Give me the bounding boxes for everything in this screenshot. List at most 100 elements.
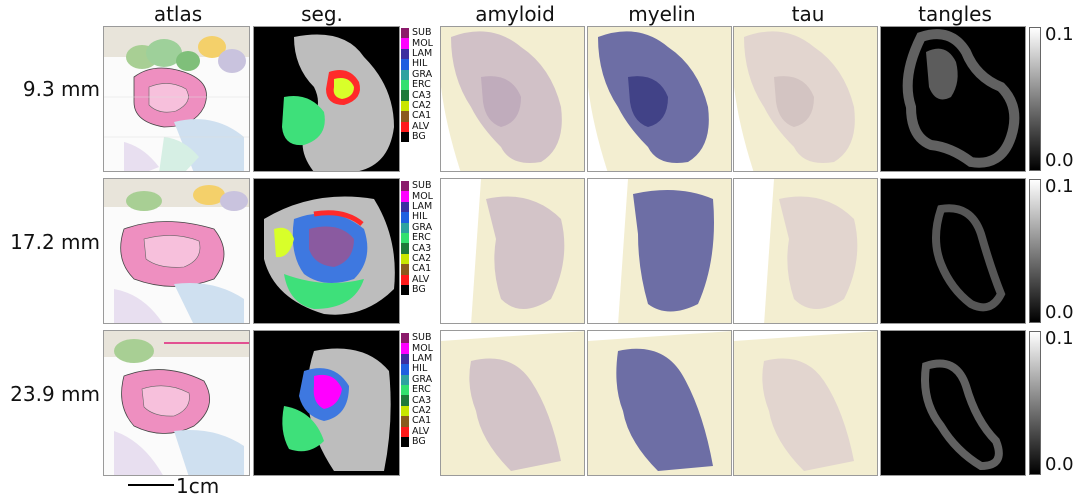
seg-legend-row2: SUB MOL LAM HIL GRA ERC CA3 CA2 CA1 ALV … (401, 181, 449, 296)
legend-swatch-ca1-1 (401, 111, 409, 122)
legend-swatch-erc-1 (401, 79, 409, 91)
legend-swatch-ca2-3 (401, 405, 409, 417)
seg-panel-row1 (253, 26, 400, 172)
legend-item: ALV (401, 121, 449, 132)
legend-item: GRA (401, 222, 449, 233)
column-title-atlas: atlas (153, 2, 203, 26)
legend-swatch-mol-1 (401, 38, 409, 49)
legend-item: ERC (401, 232, 449, 244)
legend-swatch-mol-3 (401, 343, 409, 354)
myelin-panel-row1 (587, 26, 732, 172)
legend-swatch-alv-2 (401, 274, 409, 285)
legend-item: GRA (401, 374, 449, 385)
legend-swatch-lam-1 (401, 48, 409, 60)
colorbar-max-label-row1: 0.1 (1045, 24, 1074, 45)
legend-item: BG (401, 284, 449, 296)
legend-swatch-sub-2 (401, 181, 409, 192)
legend-item: CA3 (401, 90, 449, 101)
atlas-panel-row2 (103, 178, 250, 324)
legend-item: GRA (401, 69, 449, 80)
seg-panel-row3 (253, 330, 400, 476)
legend-swatch-gra-2 (401, 222, 409, 233)
legend-item: CA2 (401, 100, 449, 112)
column-title-tau: tau (791, 2, 825, 26)
legend-swatch-erc-3 (401, 384, 409, 396)
legend-swatch-sub-1 (401, 28, 409, 39)
legend-item: CA3 (401, 243, 449, 254)
legend-swatch-ca3-3 (401, 395, 409, 406)
legend-item: ERC (401, 79, 449, 91)
tangles-panel-row3 (880, 330, 1026, 476)
legend-swatch-gra-3 (401, 374, 409, 385)
myelin-panel-row3 (587, 330, 732, 476)
column-title-amyloid: amyloid (475, 2, 555, 26)
legend-swatch-lam-2 (401, 201, 409, 213)
amyloid-panel-row2 (440, 178, 585, 324)
colorbar-min-label-row1: 0.0 (1045, 150, 1074, 171)
legend-swatch-ca1-3 (401, 416, 409, 427)
legend-item: SUB (401, 181, 449, 192)
amyloid-panel-row3 (440, 330, 585, 476)
legend-swatch-sub-3 (401, 333, 409, 344)
legend-item: CA1 (401, 416, 449, 427)
colorbar-row2 (1029, 179, 1041, 323)
colorbar-row1 (1029, 27, 1041, 171)
legend-swatch-hil-3 (401, 364, 409, 375)
seg-legend-row3: SUB MOL LAM HIL GRA ERC CA3 CA2 CA1 ALV … (401, 333, 449, 448)
legend-item: CA2 (401, 253, 449, 265)
atlas-panel-row3 (103, 330, 250, 476)
legend-item: BG (401, 436, 449, 448)
legend-item: HIL (401, 212, 449, 223)
legend-item: MOL (401, 38, 449, 49)
colorbar-max-label-row2: 0.1 (1045, 176, 1074, 197)
tau-panel-row2 (733, 178, 878, 324)
legend-swatch-alv-3 (401, 426, 409, 437)
legend-swatch-ca2-2 (401, 253, 409, 265)
colorbar-min-label-row3: 0.0 (1045, 454, 1074, 475)
legend-swatch-gra-1 (401, 69, 409, 80)
legend-item: HIL (401, 59, 449, 70)
tau-panel-row3 (733, 330, 878, 476)
legend-item: SUB (401, 333, 449, 344)
legend-swatch-ca1-2 (401, 264, 409, 275)
legend-item: LAM (401, 353, 449, 365)
scale-bar-label: 1cm (176, 474, 220, 498)
legend-item: MOL (401, 343, 449, 354)
legend-item: CA1 (401, 264, 449, 275)
seg-legend-row1: SUB MOL LAM HIL GRA ERC CA3 CA2 CA1 ALV … (401, 28, 449, 143)
legend-item: CA1 (401, 111, 449, 122)
legend-item: HIL (401, 364, 449, 375)
legend-swatch-mol-2 (401, 191, 409, 202)
row-label-3: 23.9 mm (10, 382, 100, 406)
legend-item: MOL (401, 191, 449, 202)
column-title-tangles: tangles (918, 2, 992, 26)
myelin-panel-row2 (587, 178, 732, 324)
amyloid-panel-row1 (440, 26, 585, 172)
legend-item: LAM (401, 48, 449, 60)
colorbar-row3 (1029, 331, 1041, 475)
colorbar-max-label-row3: 0.1 (1045, 328, 1074, 349)
legend-swatch-bg-3 (401, 436, 409, 448)
row-label-2: 17.2 mm (10, 230, 100, 254)
tau-panel-row1 (733, 26, 878, 172)
legend-swatch-alv-1 (401, 121, 409, 132)
legend-swatch-ca3-1 (401, 90, 409, 101)
legend-item: ALV (401, 274, 449, 285)
legend-item: SUB (401, 28, 449, 39)
tangles-panel-row2 (880, 178, 1026, 324)
legend-swatch-hil-2 (401, 212, 409, 223)
legend-item: CA3 (401, 395, 449, 406)
legend-swatch-hil-1 (401, 59, 409, 70)
legend-swatch-bg-2 (401, 284, 409, 296)
row-label-1: 9.3 mm (22, 77, 100, 101)
legend-swatch-bg-1 (401, 131, 409, 143)
legend-swatch-ca3-2 (401, 243, 409, 254)
legend-swatch-erc-2 (401, 232, 409, 244)
tangles-panel-row1 (880, 26, 1026, 172)
legend-item: LAM (401, 201, 449, 213)
legend-swatch-ca2-1 (401, 100, 409, 112)
legend-item: CA2 (401, 405, 449, 417)
seg-panel-row2 (253, 178, 400, 324)
atlas-panel-row1 (103, 26, 250, 172)
column-title-seg: seg. (301, 2, 343, 26)
